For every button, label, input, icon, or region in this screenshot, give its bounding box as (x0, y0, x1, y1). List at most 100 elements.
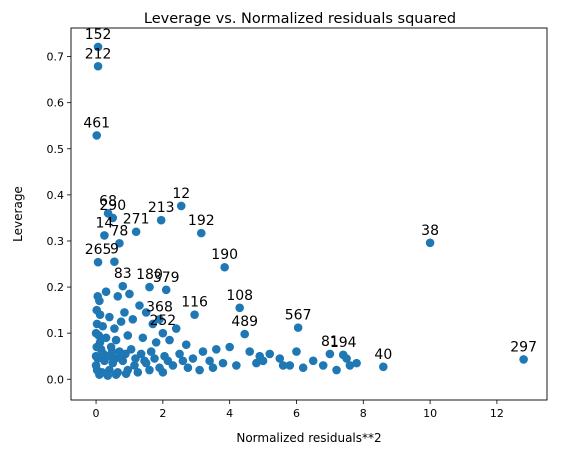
data-point (232, 361, 241, 370)
data-point (198, 347, 208, 356)
data-point (91, 361, 101, 370)
point-label: 212 (85, 46, 112, 62)
y-tick-label: 0.2 (47, 281, 65, 294)
data-point (91, 351, 101, 361)
x-tick-label: 6 (293, 407, 300, 420)
point-label: 83 (114, 266, 132, 282)
data-point (298, 363, 308, 373)
data-point (101, 333, 111, 343)
data-point (120, 308, 129, 317)
data-point (285, 361, 295, 370)
point-label: 78 (111, 223, 129, 239)
point-label: 14 (95, 215, 113, 231)
data-point (145, 282, 154, 292)
data-point (110, 257, 119, 267)
data-point (113, 291, 123, 301)
point-label: 81 (321, 334, 339, 350)
data-point (126, 344, 136, 354)
data-point (95, 296, 104, 306)
data-point (165, 335, 174, 345)
data-point (95, 370, 104, 379)
data-point (125, 289, 134, 299)
y-tick-label: 0.0 (47, 373, 65, 386)
data-point (121, 349, 130, 359)
data-point (118, 281, 128, 291)
data-point (171, 324, 181, 333)
data-point (212, 344, 221, 354)
data-point (111, 370, 121, 379)
data-point (352, 358, 361, 368)
point-label: 379 (153, 270, 180, 286)
data-point (101, 287, 111, 296)
data-point (108, 213, 118, 223)
x-tick-label: 12 (490, 407, 504, 420)
data-point (278, 361, 288, 370)
point-label: 461 (83, 115, 110, 131)
data-point (93, 61, 103, 71)
data-point (218, 358, 228, 368)
data-point (293, 323, 303, 332)
y-tick-label: 0.6 (47, 97, 65, 110)
data-point (107, 347, 117, 356)
data-point (110, 324, 119, 333)
point-label: 180 (136, 267, 163, 283)
data-point (116, 317, 126, 326)
data-point (95, 310, 105, 320)
point-label: 194 (330, 335, 357, 351)
data-point (161, 285, 171, 295)
data-point (141, 308, 151, 317)
point-label: 213 (148, 200, 175, 216)
data-point (100, 231, 109, 240)
point-label: 489 (231, 314, 258, 330)
data-point (93, 257, 103, 267)
data-point (115, 238, 124, 248)
y-tick-label: 0.1 (47, 327, 65, 340)
point-label: 38 (421, 223, 439, 239)
data-point (245, 347, 255, 356)
point-label: 368 (146, 299, 173, 315)
data-point (91, 328, 101, 338)
data-point (136, 349, 146, 359)
point-label: 40 (374, 347, 392, 363)
x-tick-label: 0 (93, 407, 100, 420)
axis-ticks: 0 2 4 6 8 10 120.00.10.20.30.40.50.60.7 (47, 51, 504, 420)
data-point (235, 303, 244, 313)
y-tick-label: 0.5 (47, 143, 65, 156)
data-point (140, 356, 149, 366)
data-point (92, 131, 102, 140)
data-point (178, 356, 188, 366)
data-point (188, 354, 198, 363)
point-label: 271 (123, 212, 150, 228)
data-point (95, 338, 105, 347)
data-point (379, 362, 388, 372)
data-point (190, 310, 199, 320)
data-point (163, 356, 173, 366)
data-point (175, 349, 184, 359)
point-label: 252 (149, 313, 176, 329)
data-point (292, 347, 301, 356)
data-point (342, 354, 351, 363)
data-point (240, 329, 249, 339)
data-point (130, 361, 139, 370)
point-label: 116 (181, 295, 208, 311)
data-point (196, 228, 206, 238)
data-point (133, 368, 143, 377)
data-point (148, 319, 158, 329)
data-point (265, 349, 275, 359)
data-point (205, 356, 214, 366)
point-label: 190 (211, 247, 238, 263)
point-label: 297 (510, 339, 537, 355)
x-tick-label: 4 (226, 407, 233, 420)
x-tick-label: 2 (159, 407, 166, 420)
data-point (275, 354, 285, 363)
data-point (123, 331, 133, 340)
y-tick-label: 0.3 (47, 235, 65, 248)
data-point (121, 369, 131, 379)
data-point (98, 321, 108, 331)
point-label: 68 (99, 193, 117, 209)
data-point (183, 363, 193, 373)
data-point (308, 356, 318, 366)
data-point (156, 215, 166, 225)
